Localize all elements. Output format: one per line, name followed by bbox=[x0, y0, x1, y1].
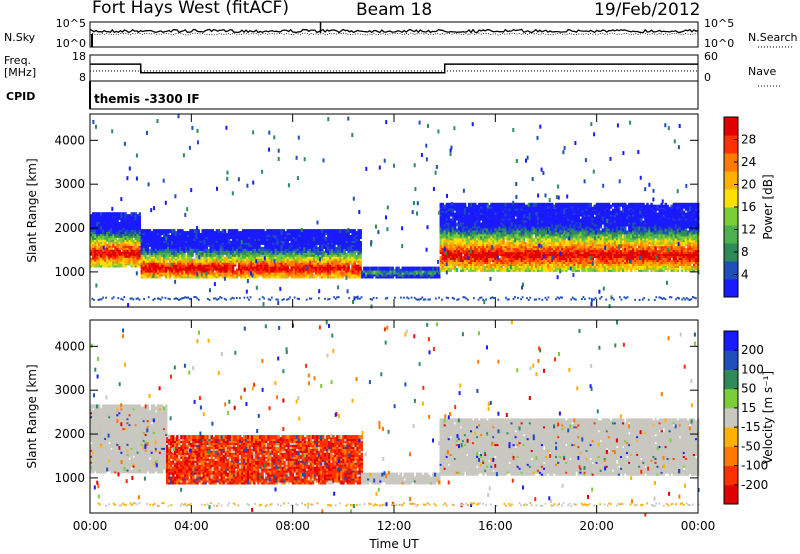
colorbar-seg-velocity-8 bbox=[724, 331, 738, 351]
nave-tick-high: 60 bbox=[704, 50, 718, 63]
cbtick-label-velocity-3: 15 bbox=[741, 401, 756, 415]
range-time-plot: 10^510^010^510^01886001000200030004000Sl… bbox=[0, 0, 800, 554]
freq-tick-high: 18 bbox=[72, 50, 86, 63]
cbtick-label-power-6: 28 bbox=[741, 133, 756, 147]
xtick-label-5: 20:00 bbox=[579, 519, 614, 533]
xtick-label-3: 12:00 bbox=[377, 519, 412, 533]
ytick-label-power-3000: 3000 bbox=[54, 177, 85, 191]
colorbar-seg-power-3 bbox=[724, 225, 738, 244]
cbtick-label-power-4: 20 bbox=[741, 178, 756, 192]
noise-panel-frame bbox=[90, 22, 698, 47]
ytick-label-power-4000: 4000 bbox=[54, 133, 85, 147]
scatter-region-power-0 bbox=[90, 212, 141, 267]
cbtick-label-velocity-7: -200 bbox=[741, 478, 768, 492]
xtick-label-6: 00:00 bbox=[681, 519, 716, 533]
colorbar-seg-power-9 bbox=[724, 117, 738, 136]
nsky-series bbox=[90, 30, 698, 33]
xtick-label-1: 04:00 bbox=[174, 519, 209, 533]
beam-title: Beam 18 bbox=[356, 2, 432, 19]
nsearch-tick-low: 10^0 bbox=[704, 37, 734, 50]
nsearch-series bbox=[90, 33, 698, 35]
nave-label: Nave bbox=[748, 66, 776, 77]
xtick-label-4: 16:00 bbox=[478, 519, 513, 533]
colorbar-seg-power-6 bbox=[724, 171, 738, 190]
freq-unit-label: [MHz] bbox=[4, 67, 36, 78]
cbtick-label-power-0: 4 bbox=[741, 268, 749, 282]
cpid-value: themis -3300 IF bbox=[94, 93, 200, 105]
colorbar-seg-velocity-2 bbox=[724, 446, 738, 466]
ytick-label-power-1000: 1000 bbox=[54, 265, 85, 279]
colorbar-seg-velocity-4 bbox=[724, 408, 738, 428]
cbtick-label-power-2: 12 bbox=[741, 223, 756, 237]
date-title: 19/Feb/2012 bbox=[594, 2, 700, 19]
colorbar-seg-velocity-1 bbox=[724, 466, 738, 486]
colorbar-seg-power-1 bbox=[724, 261, 738, 280]
cbtick-label-velocity-4: -15 bbox=[741, 420, 761, 434]
colorbar-label-velocity: Velocity [m s⁻¹] bbox=[761, 371, 775, 464]
ytick-label-power-2000: 2000 bbox=[54, 221, 85, 235]
nsky-tick-low: 10^0 bbox=[56, 37, 86, 50]
cbtick-label-velocity-5: -50 bbox=[741, 439, 761, 453]
colorbar-seg-velocity-3 bbox=[724, 427, 738, 447]
ytick-label-velocity-1000: 1000 bbox=[54, 471, 85, 485]
cbtick-label-power-3: 16 bbox=[741, 200, 756, 214]
nsky-label: N.Sky bbox=[4, 32, 35, 43]
scatter-region-velocity-3 bbox=[440, 418, 700, 475]
colorbar-seg-velocity-0 bbox=[724, 485, 738, 505]
ytick-label-velocity-2000: 2000 bbox=[54, 427, 85, 441]
ytick-label-velocity-3000: 3000 bbox=[54, 383, 85, 397]
freq-label: Freq. bbox=[4, 55, 31, 66]
nsky-tick-high: 10^5 bbox=[56, 17, 86, 30]
nsearch-tick-high: 10^5 bbox=[704, 17, 734, 30]
cbtick-label-power-1: 8 bbox=[741, 245, 749, 259]
xtick-label-2: 08:00 bbox=[275, 519, 310, 533]
cpid-label: CPID bbox=[6, 91, 35, 102]
colorbar-seg-velocity-5 bbox=[724, 389, 738, 409]
xtick-label-0: 00:00 bbox=[73, 519, 108, 533]
station-title: Fort Hays West (fitACF) bbox=[92, 0, 289, 17]
colorbar-seg-power-5 bbox=[724, 189, 738, 208]
ylabel-velocity: Slant Range [km] bbox=[25, 364, 39, 468]
colorbar-seg-velocity-6 bbox=[724, 369, 738, 389]
nave-tick-low: 0 bbox=[704, 71, 711, 84]
xlabel: Time UT bbox=[368, 537, 419, 551]
colorbar-seg-power-8 bbox=[724, 135, 738, 154]
colorbar-seg-velocity-7 bbox=[724, 350, 738, 370]
cbtick-label-velocity-0: 200 bbox=[741, 343, 764, 357]
ytick-label-velocity-4000: 4000 bbox=[54, 339, 85, 353]
nsearch-label: N.Search bbox=[748, 32, 798, 43]
colorbar-label-power: Power [dB] bbox=[761, 174, 775, 239]
ylabel-power: Slant Range [km] bbox=[25, 158, 39, 262]
freq-panel-frame bbox=[90, 55, 698, 81]
cbtick-label-power-5: 24 bbox=[741, 155, 756, 169]
cbtick-label-velocity-2: 50 bbox=[741, 382, 756, 396]
colorbar-seg-power-4 bbox=[724, 207, 738, 226]
colorbar-seg-power-0 bbox=[724, 279, 738, 298]
freq-tick-low: 8 bbox=[79, 71, 86, 84]
